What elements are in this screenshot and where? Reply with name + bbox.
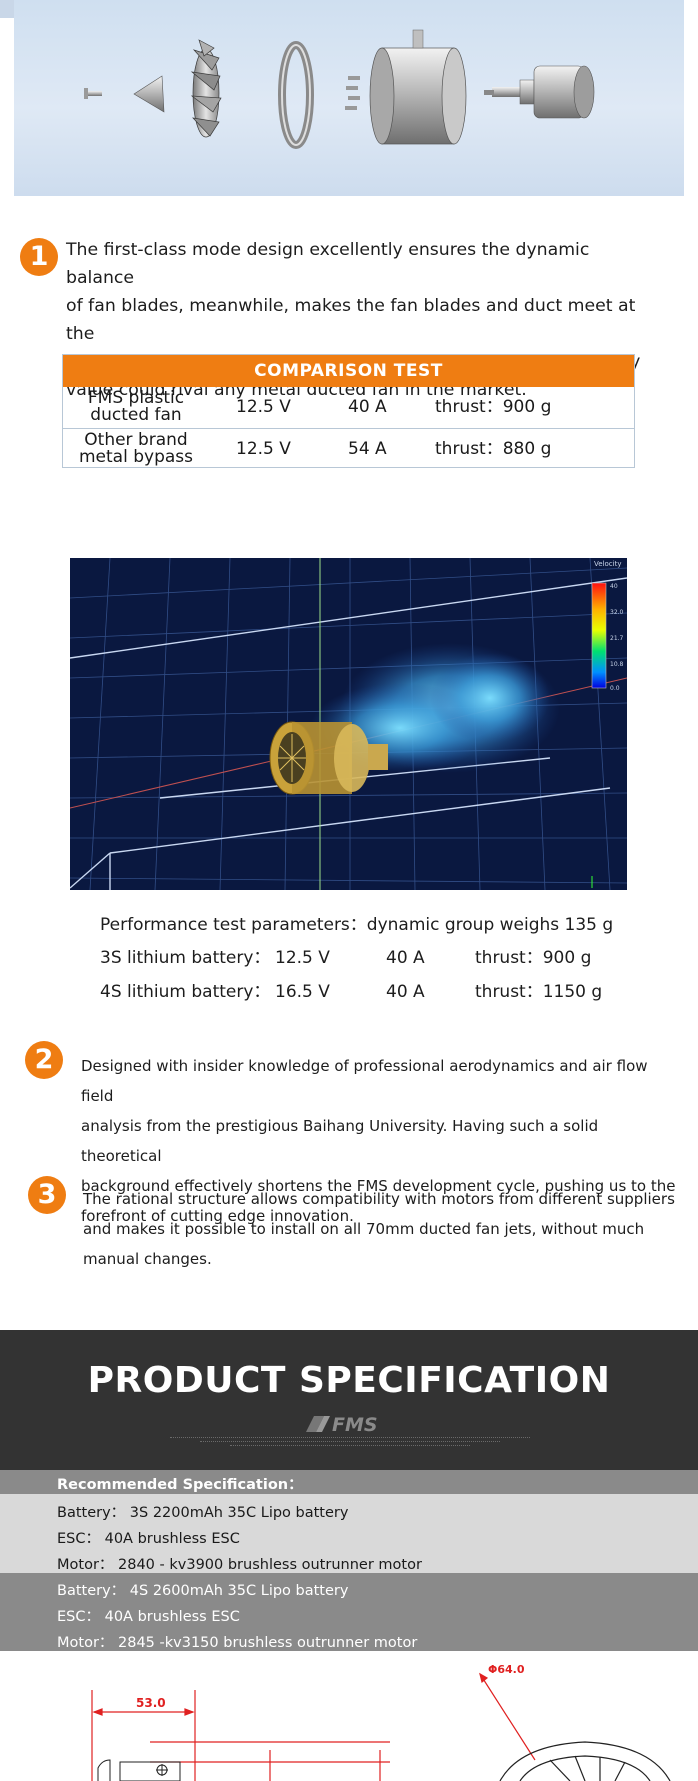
- perf-current: 40 A: [386, 982, 425, 1002]
- row-name-line1: FMS plastic: [87, 388, 185, 408]
- banner-edge: [0, 0, 14, 18]
- spec-band-label: [0, 1470, 698, 1494]
- perf-label: 4S lithium battery：: [100, 982, 271, 1002]
- diameter-label: Φ64.0: [488, 1663, 525, 1676]
- section1-line: of fan blades, meanwhile, makes the fan …: [66, 296, 636, 344]
- section2-line: Designed with insider knowledge of profe…: [81, 1057, 648, 1105]
- section3-line: and makes it possible to install on all …: [83, 1220, 645, 1238]
- step-badge-1: 1: [20, 238, 58, 276]
- spec-header-background: [0, 1330, 698, 1470]
- section1-paragraph: The first-class mode design excellently …: [66, 236, 646, 404]
- legend-tick: 21.7: [610, 635, 624, 642]
- row-current: 40 A: [348, 397, 387, 417]
- side-dimension-label: 53.0: [136, 1696, 166, 1710]
- section2-line: background effectively shortens the FMS …: [81, 1177, 676, 1195]
- performance-heading-text: Performance test parameters：dynamic grou…: [100, 915, 614, 935]
- section2-line: analysis from the prestigious Baihang Un…: [81, 1117, 599, 1165]
- exploded-view-image: [14, 0, 684, 196]
- fms-logo: FMS: [302, 1413, 402, 1436]
- row-voltage: 12.5 V: [236, 397, 291, 417]
- spec-set2-esc: ESC： 40A brushless ESC: [57, 1609, 240, 1625]
- row-name: FMS plastic ducted fan: [71, 390, 201, 424]
- logo-text: FMS: [332, 1414, 378, 1435]
- table-row: Other brand metal bypass 12.5 V 54 A thr…: [63, 427, 634, 469]
- comparison-title: COMPARISON TEST: [63, 355, 634, 387]
- spec-set1-motor: Motor： 2840 - kv3900 brushless outrunner…: [57, 1557, 422, 1573]
- perf-current: 40 A: [386, 948, 425, 968]
- step-badge-3: 3: [28, 1176, 66, 1214]
- step-badge-2: 2: [25, 1041, 63, 1079]
- table-row: FMS plastic ducted fan 12.5 V 40 A thrus…: [63, 387, 634, 428]
- spec-title: PRODUCT SPECIFICATION: [87, 1360, 611, 1401]
- legend-tick: 0.0: [610, 685, 620, 692]
- section2-line: forefront of cutting edge innovation.: [81, 1207, 354, 1225]
- section3-paragraph: The rational structure allows compatibil…: [83, 1184, 683, 1274]
- spec-band-set2: [0, 1573, 698, 1651]
- legend-tick: 32.0: [610, 609, 624, 616]
- legend-tick: 40: [610, 583, 618, 590]
- spec-set1-esc: ESC： 40A brushless ESC: [57, 1531, 240, 1547]
- row-thrust: thrust：900 g: [435, 397, 552, 417]
- perf-voltage: 12.5 V: [275, 948, 330, 968]
- spec-set2-battery: Battery： 4S 2600mAh 35C Lipo battery: [57, 1583, 349, 1599]
- spec-band-set1: [0, 1494, 698, 1573]
- spec-set2-motor: Motor： 2845 -kv3150 brushless outrunner …: [57, 1635, 418, 1651]
- row-name-line2: ducted fan: [90, 405, 182, 425]
- performance-row-4s: 4S lithium battery： 16.5 V 40 A thrust：1…: [100, 981, 620, 1003]
- row-voltage: 12.5 V: [236, 438, 291, 459]
- section2-paragraph: Designed with insider knowledge of profe…: [81, 1051, 681, 1231]
- spec-fine-print: [170, 1437, 530, 1447]
- perf-thrust: thrust：900 g: [475, 948, 592, 968]
- performance-row-3s: 3S lithium battery： 12.5 V 40 A thrust：9…: [100, 947, 620, 969]
- row-name-line1: Other brand: [84, 429, 188, 450]
- legend-title: Velocity: [594, 560, 621, 568]
- spec-set1-battery: Battery： 3S 2200mAh 35C Lipo battery: [57, 1505, 349, 1521]
- perf-voltage: 16.5 V: [275, 982, 330, 1002]
- front-view-drawing: Φ64.0: [460, 1650, 698, 1781]
- perf-thrust: thrust：1150 g: [475, 982, 603, 1002]
- row-thrust: thrust：880 g: [435, 438, 552, 459]
- section1-line: The first-class mode design excellently …: [66, 240, 590, 288]
- side-view-drawing: 53.0: [80, 1650, 410, 1781]
- legend-tick: 10.8: [610, 661, 624, 668]
- comparison-table: COMPARISON TEST FMS plastic ducted fan 1…: [62, 354, 635, 468]
- row-name-line2: metal bypass: [78, 446, 193, 467]
- performance-heading: Performance test parameters：dynamic grou…: [100, 914, 620, 936]
- row-name: Other brand metal bypass: [71, 429, 201, 467]
- row-current: 54 A: [348, 438, 387, 459]
- section3-line: manual changes.: [83, 1250, 212, 1268]
- section3-line: The rational structure allows compatibil…: [83, 1190, 675, 1208]
- airflow-simulation-image: Velocity 40 32.0 21.7 10.8 0.0: [70, 558, 627, 890]
- recommended-label: Recommended Specification：: [57, 1477, 303, 1493]
- perf-label: 3S lithium battery：: [100, 948, 271, 968]
